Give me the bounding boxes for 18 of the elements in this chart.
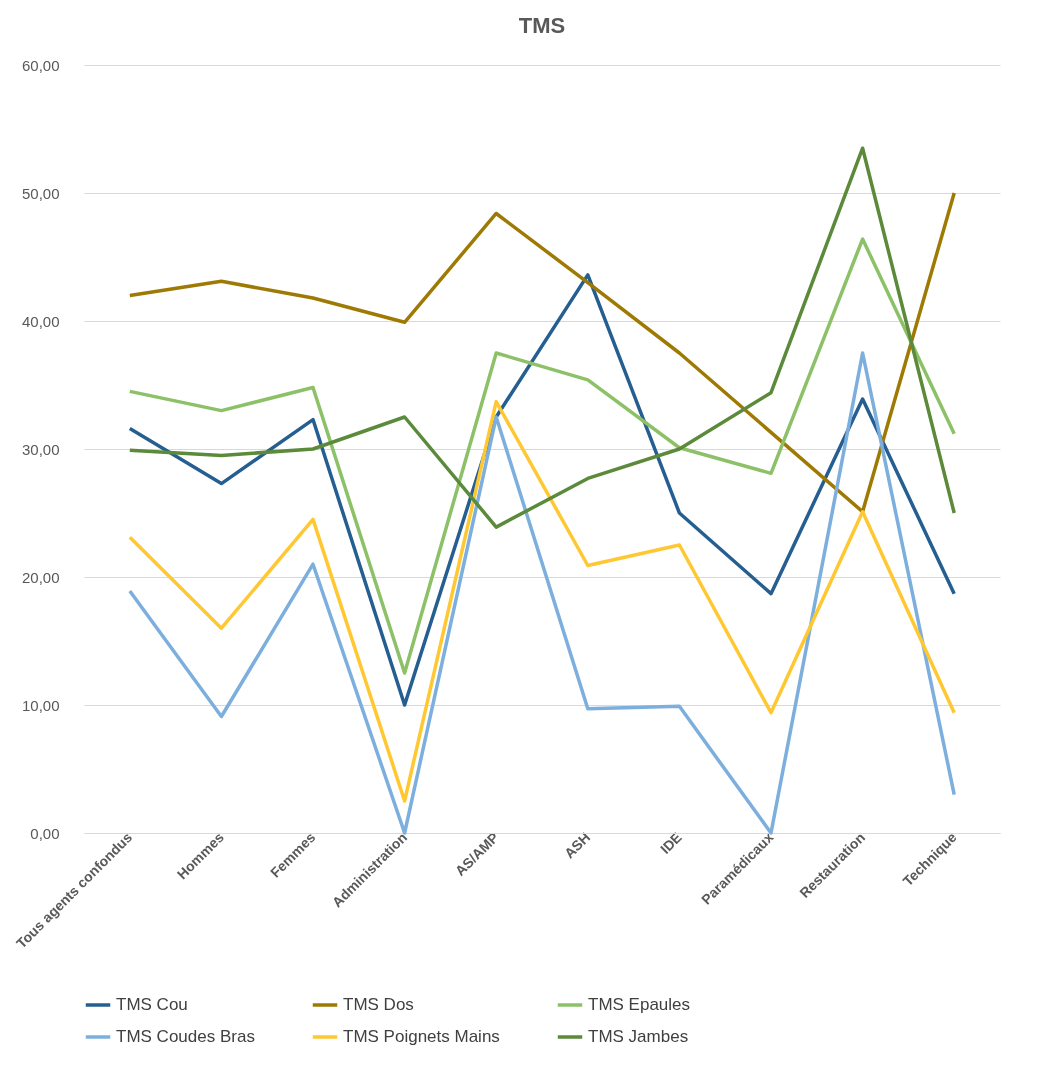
y-tick-label: 60,00	[21, 56, 60, 74]
y-tick-label: 30,00	[21, 440, 60, 458]
legend-label: TMS Coudes Bras	[116, 1027, 255, 1046]
legend-label: TMS Cou	[116, 995, 188, 1014]
x-tick-label: IDE	[657, 829, 685, 857]
line-series	[128, 191, 956, 514]
line-series	[128, 399, 956, 803]
y-tick-label: 0,00	[30, 824, 60, 842]
line-series	[128, 146, 956, 529]
y-tick-label: 20,00	[21, 568, 60, 586]
legend-label: TMS Epaules	[588, 995, 691, 1014]
y-tick-label: 50,00	[21, 184, 60, 202]
legend-label: TMS Poignets Mains	[343, 1027, 500, 1046]
legend-label: TMS Jambes	[588, 1027, 689, 1046]
y-tick-label: 10,00	[21, 696, 60, 714]
chart-title: TMS	[518, 13, 566, 38]
y-tick-label: 40,00	[21, 312, 60, 330]
legend-label: TMS Dos	[343, 995, 414, 1014]
